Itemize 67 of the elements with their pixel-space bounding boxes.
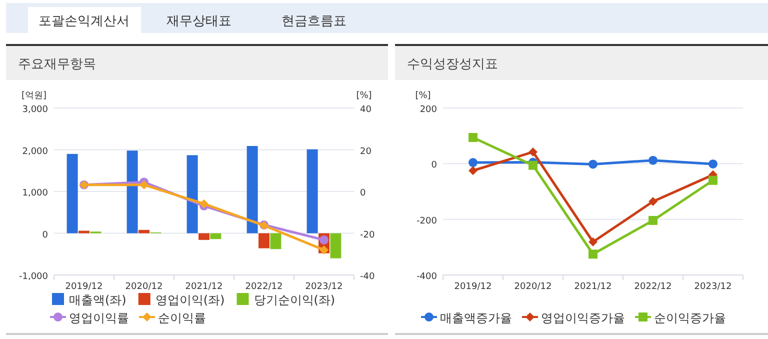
x-tick-label: 2019/12 bbox=[454, 282, 492, 292]
x-tick-label: 2019/12 bbox=[65, 282, 103, 292]
x-tick-label: 2022/12 bbox=[634, 282, 672, 292]
legend-label: 당기순이익(좌) bbox=[254, 293, 336, 307]
legend-label: 영업이익률 bbox=[69, 311, 129, 325]
y-tick-label: 200 bbox=[420, 105, 438, 115]
y-tick-label: -400 bbox=[416, 272, 438, 282]
point bbox=[140, 180, 148, 190]
y2-axis-title: [%] bbox=[356, 91, 372, 101]
x-tick-label: 2022/12 bbox=[245, 282, 283, 292]
bar bbox=[126, 150, 138, 234]
y-tick-label: 0 bbox=[42, 230, 48, 240]
y-tick-label: 3,000 bbox=[22, 105, 48, 115]
bar bbox=[198, 233, 210, 240]
y2-tick-label: -40 bbox=[360, 272, 375, 282]
point bbox=[320, 245, 328, 254]
point bbox=[468, 166, 478, 176]
point bbox=[468, 158, 478, 168]
bar bbox=[330, 233, 342, 258]
x-tick-label: 2023/12 bbox=[694, 282, 732, 292]
point bbox=[648, 216, 658, 225]
y-tick-label: -200 bbox=[416, 216, 438, 226]
bar bbox=[306, 149, 318, 234]
bar bbox=[210, 233, 222, 240]
point bbox=[528, 147, 538, 156]
x-tick-label: 2023/12 bbox=[305, 282, 343, 292]
y2-tick-label: -20 bbox=[360, 230, 375, 240]
legend-label: 영업이익증가율 bbox=[541, 311, 625, 325]
text: 포괄손익계산서 bbox=[38, 14, 130, 29]
y-tick-label: 2,000 bbox=[22, 146, 48, 157]
text: 현금흐름표 bbox=[282, 14, 346, 29]
point bbox=[588, 160, 598, 169]
y2-tick-label: 0 bbox=[360, 188, 366, 198]
x-tick-label: 2021/12 bbox=[185, 282, 223, 292]
point bbox=[648, 197, 658, 206]
point bbox=[528, 160, 538, 170]
point bbox=[708, 176, 718, 185]
legend-label: 순이익률 bbox=[158, 311, 206, 325]
point bbox=[588, 237, 598, 246]
chart-title: 수익성장성지표 bbox=[407, 57, 498, 72]
bar bbox=[78, 230, 90, 234]
point bbox=[708, 159, 718, 168]
legend-label: 순이익증가율 bbox=[654, 311, 726, 325]
chart-title: 주요재무항목 bbox=[18, 57, 96, 72]
x-tick-label: 2021/12 bbox=[574, 282, 612, 292]
y2-tick-label: 20 bbox=[360, 146, 372, 157]
legend-label: 영업이익(좌) bbox=[155, 293, 225, 307]
y-axis-title: [%] bbox=[415, 91, 431, 101]
x-tick-label: 2020/12 bbox=[125, 282, 163, 292]
point bbox=[468, 133, 478, 142]
text: 재무상태표 bbox=[166, 14, 232, 29]
y-axis-title: [억원] bbox=[21, 91, 47, 101]
bar bbox=[138, 230, 150, 234]
bar bbox=[186, 155, 198, 234]
legend-label: 매출액증가율 bbox=[440, 311, 512, 325]
y2-tick-label: 40 bbox=[360, 105, 372, 115]
point bbox=[648, 156, 658, 165]
y-tick-label: 1,000 bbox=[22, 188, 48, 198]
point bbox=[588, 250, 598, 259]
bar bbox=[258, 233, 270, 248]
y-tick-label: 0 bbox=[431, 160, 438, 171]
y-tick-label: -1,000 bbox=[18, 272, 48, 282]
legend-label: 매출액(좌) bbox=[69, 293, 126, 307]
x-tick-label: 2020/12 bbox=[514, 282, 552, 292]
bar bbox=[66, 154, 78, 234]
bar bbox=[270, 233, 282, 250]
bar bbox=[246, 146, 258, 234]
